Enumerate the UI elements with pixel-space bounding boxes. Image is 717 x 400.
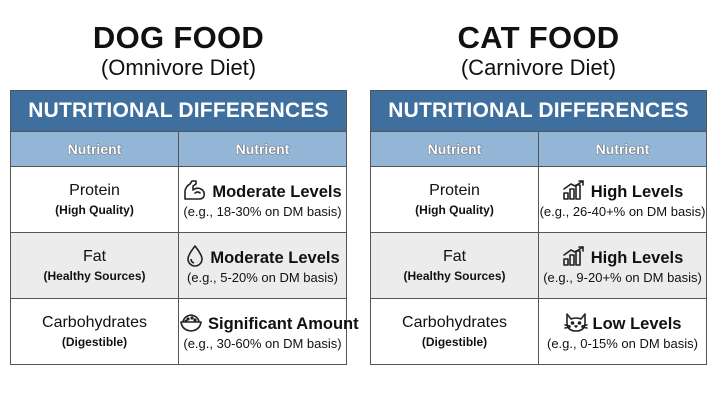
column-header: Nutrient	[370, 131, 539, 167]
nutrient-qualifier: (High Quality)	[55, 203, 134, 217]
value-label: Low Levels	[592, 315, 682, 333]
value-detail: (e.g., 5-20% on DM basis)	[186, 270, 338, 285]
column-header: Nutrient	[10, 131, 179, 167]
nutrient-qualifier: (Healthy Sources)	[43, 269, 146, 283]
value-cell: High Levels (e.g., 26-40+% on DM basis)	[538, 166, 707, 233]
grain-bowl-icon	[180, 314, 202, 332]
table-row: Carbohydrates (Digestible) Significant A…	[10, 298, 359, 365]
nutrient-name: Carbohydrates	[402, 314, 507, 331]
nutrient-name: Protein	[429, 182, 480, 199]
nutrition-table: NUTRITIONAL DIFFERENCES Nutrient Nutrien…	[370, 90, 707, 365]
value-label: High Levels	[590, 183, 684, 201]
value-label: Moderate Levels	[210, 249, 340, 267]
nutrient-qualifier: (Digestible)	[61, 335, 128, 349]
nutrient-cell: Protein (High Quality)	[370, 166, 539, 233]
panel-title: CAT FOOD	[457, 20, 620, 55]
cat-food-panel: CAT FOOD (Carnivore Diet) NUTRITIONAL DI…	[370, 0, 707, 365]
cat-face-icon	[563, 313, 588, 332]
flexed-arm-icon	[184, 180, 206, 200]
value-detail: (e.g., 30-60% on DM basis)	[183, 336, 342, 351]
value-cell: Moderate Levels (e.g., 5-20% on DM basis…	[178, 232, 347, 299]
panel-title: DOG FOOD	[92, 20, 265, 55]
nutrient-qualifier: (Digestible)	[421, 335, 488, 349]
table-banner: NUTRITIONAL DIFFERENCES	[370, 90, 707, 132]
nutrient-cell: Fat (Healthy Sources)	[370, 232, 539, 299]
rising-bar-chart-icon	[562, 246, 584, 266]
table-banner: NUTRITIONAL DIFFERENCES	[10, 90, 347, 132]
panel-subtitle: (Omnivore Diet)	[100, 55, 257, 80]
value-detail: (e.g., 0-15% on DM basis)	[546, 336, 698, 351]
value-detail: (e.g., 26-40+% on DM basis)	[539, 204, 706, 219]
value-label: High Levels	[590, 249, 684, 267]
rising-bar-chart-icon	[562, 180, 584, 200]
nutrient-cell: Fat (Healthy Sources)	[10, 232, 179, 299]
nutrient-cell: Carbohydrates (Digestible)	[10, 298, 179, 365]
column-header: Nutrient	[178, 131, 347, 167]
nutrition-table: NUTRITIONAL DIFFERENCES Nutrient Nutrien…	[10, 90, 359, 365]
nutrient-name: Fat	[82, 248, 107, 265]
nutrient-cell: Protein (High Quality)	[10, 166, 179, 233]
nutrient-name: Fat	[442, 248, 467, 265]
table-row: Carbohydrates (Digestible) Low Levels (e…	[370, 298, 707, 365]
panel-subtitle: (Carnivore Diet)	[460, 55, 617, 80]
value-cell: Low Levels (e.g., 0-15% on DM basis)	[538, 298, 707, 365]
value-cell: Significant Amount (e.g., 30-60% on DM b…	[178, 298, 359, 365]
value-detail: (e.g., 18-30% on DM basis)	[183, 204, 342, 219]
value-detail: (e.g., 9-20+% on DM basis)	[543, 270, 702, 285]
nutrient-name: Carbohydrates	[42, 314, 147, 331]
nutrient-name: Protein	[69, 182, 120, 199]
value-cell: High Levels (e.g., 9-20+% on DM basis)	[538, 232, 707, 299]
table-row: Fat (Healthy Sources) Moderate Levels (e…	[10, 232, 347, 299]
value-label: Significant Amount	[208, 315, 359, 333]
table-row: Fat (Healthy Sources) High Levels (e.g.,…	[370, 232, 707, 299]
nutrient-qualifier: (High Quality)	[415, 203, 494, 217]
nutrient-qualifier: (Healthy Sources)	[403, 269, 506, 283]
table-row: Protein (High Quality) Moderate Levels (…	[10, 166, 347, 233]
nutrient-cell: Carbohydrates (Digestible)	[370, 298, 539, 365]
value-cell: Moderate Levels (e.g., 18-30% on DM basi…	[178, 166, 347, 233]
oil-drop-icon	[187, 245, 204, 267]
column-header: Nutrient	[538, 131, 707, 167]
dog-food-panel: DOG FOOD (Omnivore Diet) NUTRITIONAL DIF…	[10, 0, 359, 365]
table-row: Protein (High Quality) High Levels (e.g.…	[370, 166, 707, 233]
value-label: Moderate Levels	[212, 183, 342, 201]
